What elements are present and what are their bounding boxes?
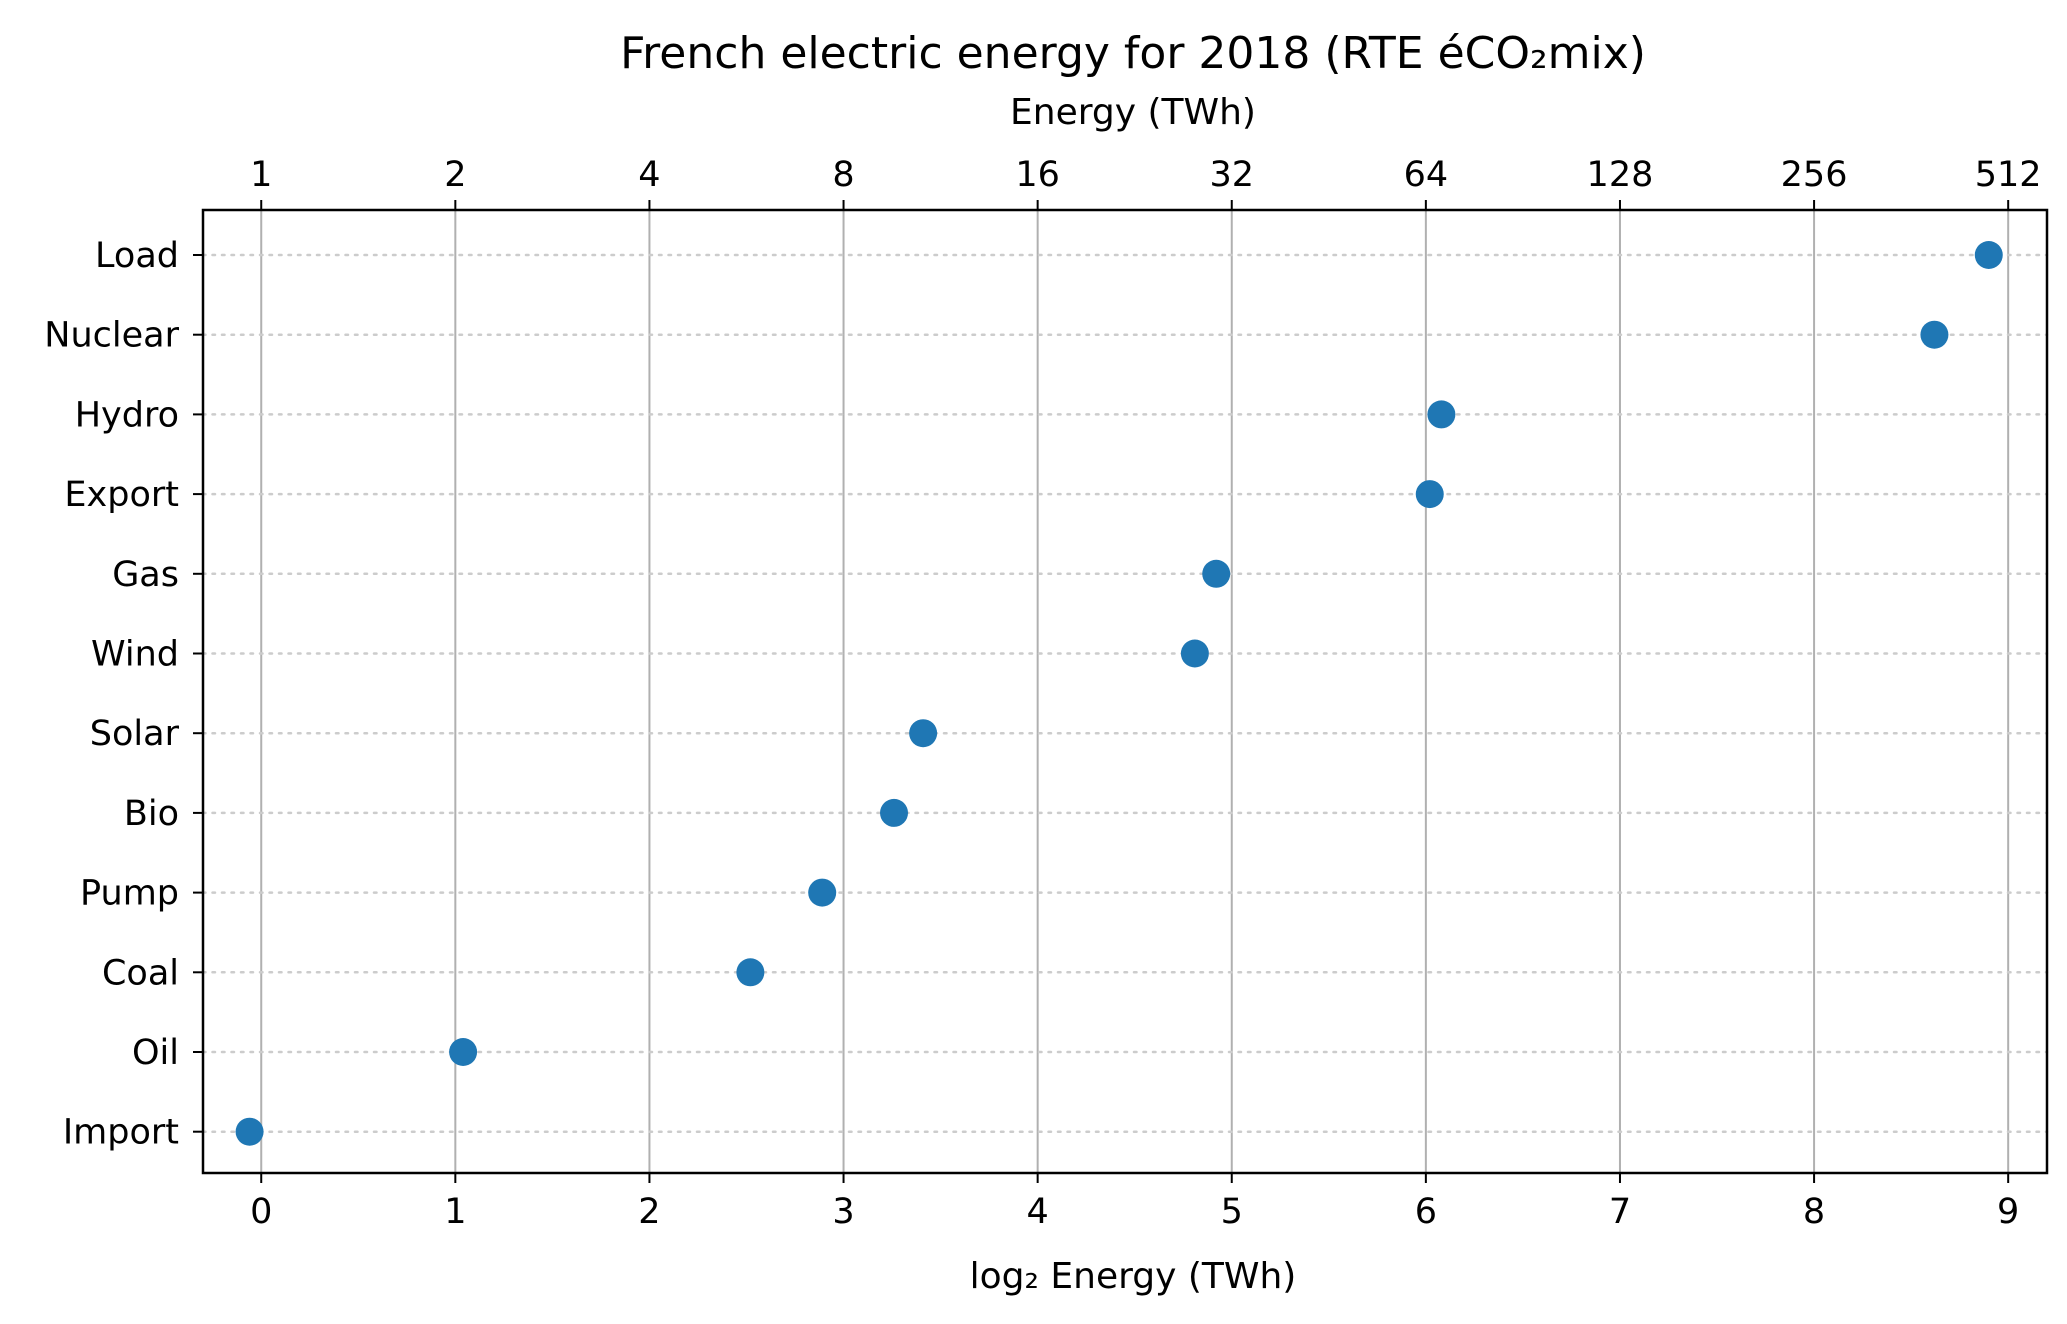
- y-tick-label: Export: [64, 475, 179, 515]
- x-tick-label: 5: [1221, 1192, 1243, 1232]
- x-tick-label: 8: [1803, 1192, 1825, 1232]
- data-point: [1427, 400, 1456, 429]
- y-tick-label: Hydro: [75, 395, 179, 435]
- x-tick-label: 6: [1415, 1192, 1437, 1232]
- x-tick-label: 9: [1997, 1192, 2019, 1232]
- top-tick-label: 16: [1015, 155, 1060, 195]
- top-tick-label: 8: [832, 155, 854, 195]
- grid: [201, 210, 2049, 1173]
- data-point: [1920, 320, 1949, 349]
- data-points: [235, 241, 2003, 1146]
- data-point: [1415, 480, 1444, 509]
- x-tick-label: 0: [250, 1192, 272, 1232]
- plot-frame: [201, 208, 2049, 1175]
- top-tick-label: 256: [1781, 155, 1848, 195]
- top-tick-label: 2: [444, 155, 466, 195]
- x-tick-label: 4: [1027, 1192, 1049, 1232]
- y-tick-label: Nuclear: [44, 316, 179, 356]
- axes: 0 1 1 2 2 4 3 8 4 16 5 32 6 64 7 128 8 256 9 512 Load Nuclear…: [44, 155, 2041, 1232]
- top-tick-label: 64: [1404, 155, 1449, 195]
- y-tick-label: Gas: [112, 555, 179, 595]
- top-axis-label: Energy (TWh): [1010, 92, 1256, 133]
- y-tick-label: Load: [95, 236, 179, 276]
- top-tick-label: 1: [250, 155, 272, 195]
- data-point: [235, 1117, 264, 1146]
- y-tick-label: Oil: [132, 1033, 179, 1073]
- y-tick-label: Pump: [80, 874, 179, 914]
- top-tick-label: 4: [638, 155, 660, 195]
- top-tick-label: 512: [1975, 155, 2042, 195]
- data-point: [1202, 559, 1231, 588]
- data-point: [1974, 241, 2003, 269]
- y-tick-label: Bio: [124, 794, 179, 834]
- data-point: [1180, 639, 1209, 668]
- x-tick-label: 2: [638, 1192, 660, 1232]
- x-tick-label: 3: [832, 1192, 854, 1232]
- data-point: [909, 719, 938, 748]
- y-tick-label: Wind: [91, 635, 179, 675]
- data-point: [880, 798, 909, 827]
- x-tick-label: 1: [444, 1192, 466, 1232]
- y-tick-label: Coal: [102, 953, 179, 993]
- data-point: [808, 878, 837, 907]
- data-point: [449, 1038, 478, 1066]
- chart-title: French electric energy for 2018 (RTE éCO…: [620, 28, 1646, 79]
- top-tick-label: 32: [1209, 155, 1254, 195]
- y-tick-label: Solar: [90, 714, 180, 754]
- y-tick-label: Import: [63, 1113, 179, 1153]
- x-tick-label: 7: [1609, 1192, 1631, 1232]
- data-point: [736, 958, 765, 987]
- x-axis-label: log₂ Energy (TWh): [970, 1256, 1297, 1297]
- top-tick-label: 128: [1587, 155, 1654, 195]
